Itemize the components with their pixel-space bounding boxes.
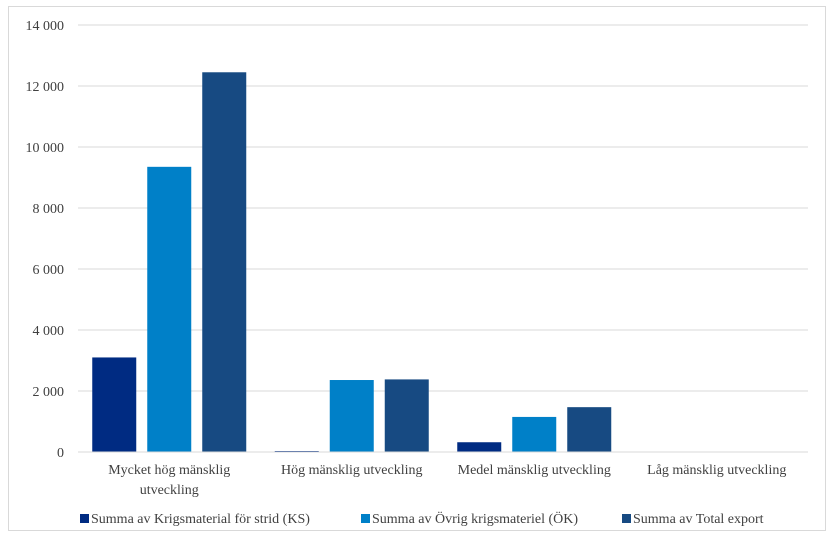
legend-item: Summa av Total export [622,512,764,527]
legend-label: Summa av Övrig krigsmateriel (ÖK) [372,510,578,527]
category-labels: Mycket hög mänsklig utveckling Hög mänskli… [108,463,786,498]
legend-item: Summa av Övrig krigsmateriel (ÖK) [361,510,578,527]
bar [512,416,557,452]
category-label: utveckling [140,483,199,498]
y-axis-tick-labels: 0 2 000 4 000 6 000 8 000 10 000 12 000 14 000 [26,19,65,461]
category-label: Medel mänsklig utveckling [458,463,611,478]
bars [92,72,612,453]
bar [202,72,247,453]
bar [384,379,429,452]
bar [567,407,612,452]
category-label: Låg mänsklig utveckling [647,463,786,478]
bar [147,166,192,452]
legend: Summa av Krigsmaterial för strid (KS) Sum… [80,510,764,527]
y-tick-label: 6 000 [33,263,65,278]
legend-swatch [80,514,89,523]
legend-item: Summa av Krigsmaterial för strid (KS) [80,512,310,527]
y-tick-label: 0 [57,446,64,461]
y-tick-label: 12 000 [26,80,65,95]
category-label: Mycket hög mänsklig [108,463,230,478]
bar [92,357,137,452]
bar [329,380,374,452]
legend-label: Summa av Total export [633,512,764,527]
y-tick-label: 2 000 [33,385,65,400]
legend-swatch [622,514,631,523]
category-label: Hög mänsklig utveckling [281,463,423,478]
y-tick-label: 4 000 [33,324,65,339]
bar [457,442,502,452]
y-tick-label: 10 000 [26,141,65,156]
gridlines [78,24,808,392]
y-tick-label: 8 000 [33,202,65,217]
legend-swatch [361,514,370,523]
legend-label: Summa av Krigsmaterial för strid (KS) [91,512,310,527]
y-tick-label: 14 000 [26,19,65,34]
